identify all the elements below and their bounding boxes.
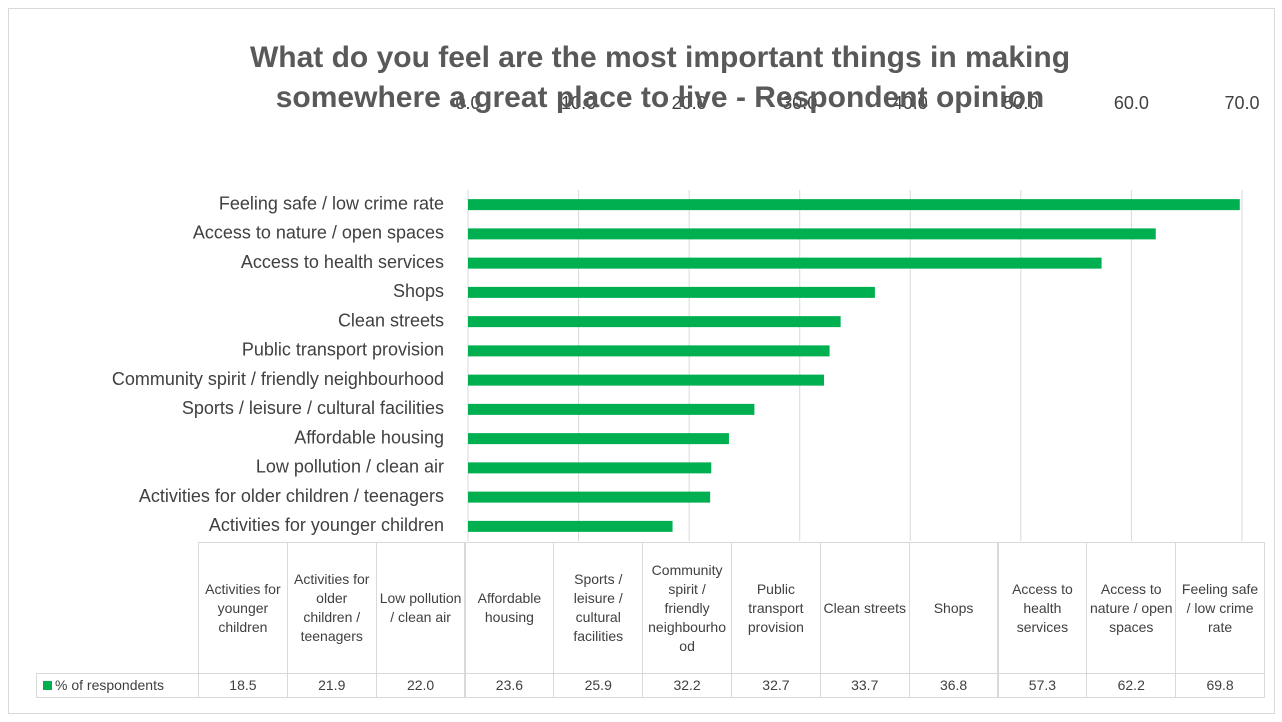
- y-tick-label: Clean streets: [338, 310, 444, 330]
- table-value-cell: 23.6: [464, 673, 555, 698]
- y-tick-label: Access to health services: [241, 252, 444, 272]
- x-tick-label: 70.0: [1224, 93, 1259, 113]
- table-header-cell: Affordable housing: [464, 542, 555, 674]
- y-tick-label: Feeling safe / low crime rate: [219, 193, 444, 213]
- bar: [468, 345, 830, 357]
- x-tick-label: 50.0: [1003, 93, 1038, 113]
- bar: [468, 403, 755, 415]
- table-header-cell: Public transport provision: [731, 542, 821, 674]
- x-tick-label: 30.0: [782, 93, 817, 113]
- table-value-cell: 57.3: [997, 673, 1088, 698]
- y-tick-label: Access to nature / open spaces: [193, 223, 444, 243]
- table-header-cell: Community spirit / friendly neighbourhoo…: [642, 542, 732, 674]
- table-header-cell: Clean streets: [819, 542, 910, 674]
- bar: [468, 520, 673, 532]
- legend-label: % of respondents: [55, 677, 164, 693]
- bar: [468, 491, 711, 503]
- x-tick-label: 0.0: [455, 93, 480, 113]
- bar: [468, 228, 1156, 240]
- table-header-cell: Sports / leisure / cultural facilities: [553, 542, 644, 674]
- y-tick-label: Activities for older children / teenager…: [139, 486, 444, 506]
- bar: [468, 462, 712, 474]
- table-value-cell: 21.9: [286, 673, 377, 698]
- table-header-cell: Feeling safe / low crime rate: [1175, 542, 1265, 674]
- table-header-cell: Access to health services: [997, 542, 1088, 674]
- chart-title: What do you feel are the most important …: [249, 41, 1071, 114]
- table-value-cell: 25.9: [553, 673, 644, 698]
- legend-swatch: [43, 681, 52, 690]
- table-value-cell: 22.0: [375, 673, 466, 698]
- table-header-cell: Access to nature / open spaces: [1086, 542, 1177, 674]
- table-header-cell: Low pollution / clean air: [375, 542, 466, 674]
- x-tick-label: 40.0: [893, 93, 928, 113]
- y-tick-label: Community spirit / friendly neighbourhoo…: [112, 369, 444, 389]
- y-tick-label: Affordable housing: [294, 427, 444, 447]
- table-legend-cell: % of respondents: [36, 673, 199, 698]
- table-value-cell: 32.2: [642, 673, 732, 698]
- y-tick-label: Shops: [393, 281, 444, 301]
- chart-border: [8, 8, 1275, 714]
- bar: [468, 374, 825, 386]
- bar: [468, 316, 841, 328]
- table-value-cell: 62.2: [1086, 673, 1177, 698]
- y-tick-label: Low pollution / clean air: [256, 457, 444, 477]
- bar: [468, 257, 1102, 269]
- x-tick-label: 20.0: [672, 93, 707, 113]
- table-value-cell: 69.8: [1175, 673, 1265, 698]
- y-tick-label: Activities for younger children: [209, 515, 444, 535]
- bar: [468, 199, 1240, 211]
- x-tick-label: 60.0: [1114, 93, 1149, 113]
- table-value-cell: 18.5: [198, 673, 288, 698]
- table-header-cell: Activities for younger children: [198, 542, 288, 674]
- table-value-cell: 36.8: [908, 673, 999, 698]
- bar: [468, 286, 875, 298]
- x-tick-label: 10.0: [561, 93, 596, 113]
- table-header-cell: Activities for older children / teenager…: [286, 542, 377, 674]
- bar: [468, 433, 729, 445]
- y-tick-label: Public transport provision: [242, 340, 444, 360]
- y-tick-label: Sports / leisure / cultural facilities: [182, 398, 444, 418]
- table-value-cell: 32.7: [731, 673, 821, 698]
- table-value-cell: 33.7: [819, 673, 910, 698]
- table-header-cell: Shops: [908, 542, 999, 674]
